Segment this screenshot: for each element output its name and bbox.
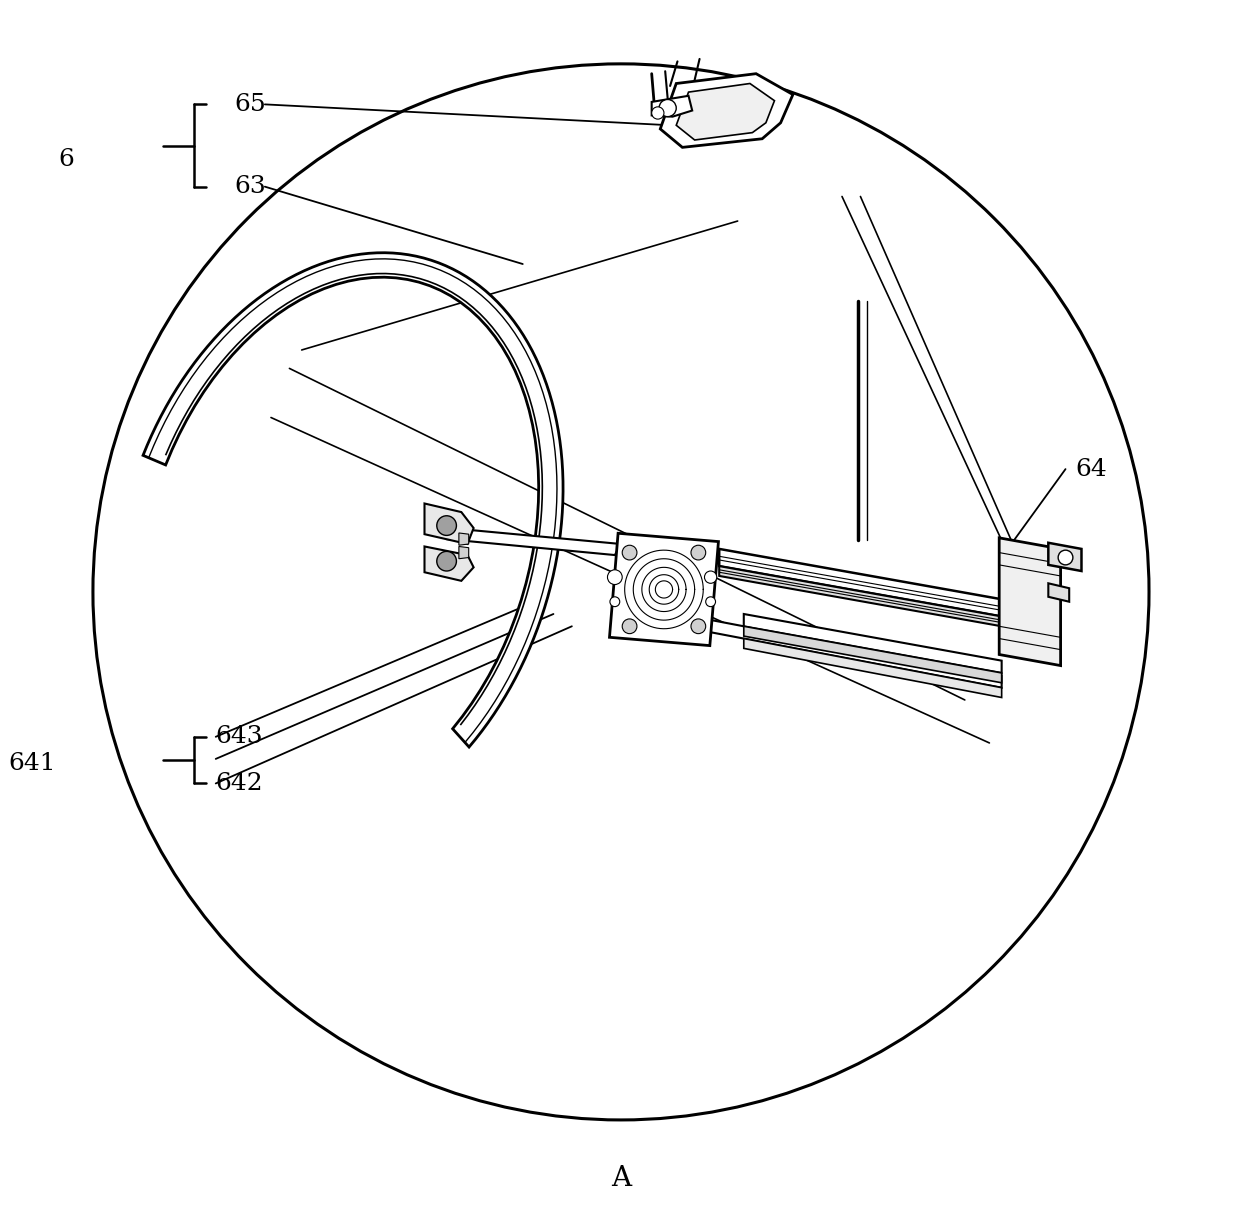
Polygon shape [744, 614, 1002, 673]
Polygon shape [424, 503, 474, 544]
Polygon shape [744, 626, 1002, 683]
Polygon shape [999, 538, 1060, 666]
Text: 65: 65 [234, 93, 265, 115]
Polygon shape [615, 602, 1002, 688]
Polygon shape [719, 549, 1002, 616]
Circle shape [610, 597, 620, 607]
Polygon shape [459, 533, 469, 545]
Text: 643: 643 [216, 726, 263, 748]
Polygon shape [652, 96, 692, 117]
Circle shape [1058, 550, 1073, 565]
Text: A: A [611, 1165, 631, 1192]
Polygon shape [660, 74, 792, 147]
Polygon shape [676, 84, 775, 140]
Polygon shape [1048, 583, 1069, 602]
Circle shape [93, 64, 1149, 1120]
Polygon shape [1048, 543, 1081, 571]
Circle shape [704, 571, 717, 583]
Text: 63: 63 [234, 176, 265, 198]
Polygon shape [143, 253, 563, 747]
Circle shape [691, 619, 706, 634]
Circle shape [622, 619, 637, 634]
Polygon shape [719, 566, 1002, 626]
Circle shape [652, 107, 663, 119]
Text: 642: 642 [216, 772, 263, 795]
Polygon shape [424, 546, 474, 581]
Polygon shape [744, 639, 1002, 698]
Text: 641: 641 [9, 753, 56, 775]
Circle shape [608, 570, 622, 585]
Circle shape [691, 545, 706, 560]
Text: 6: 6 [58, 149, 74, 171]
Circle shape [658, 99, 676, 117]
Polygon shape [459, 546, 469, 559]
Circle shape [622, 545, 637, 560]
Polygon shape [610, 533, 718, 646]
Circle shape [706, 597, 715, 607]
Circle shape [436, 551, 456, 571]
Circle shape [436, 516, 456, 535]
Polygon shape [434, 526, 621, 555]
Text: 64: 64 [1075, 458, 1107, 480]
